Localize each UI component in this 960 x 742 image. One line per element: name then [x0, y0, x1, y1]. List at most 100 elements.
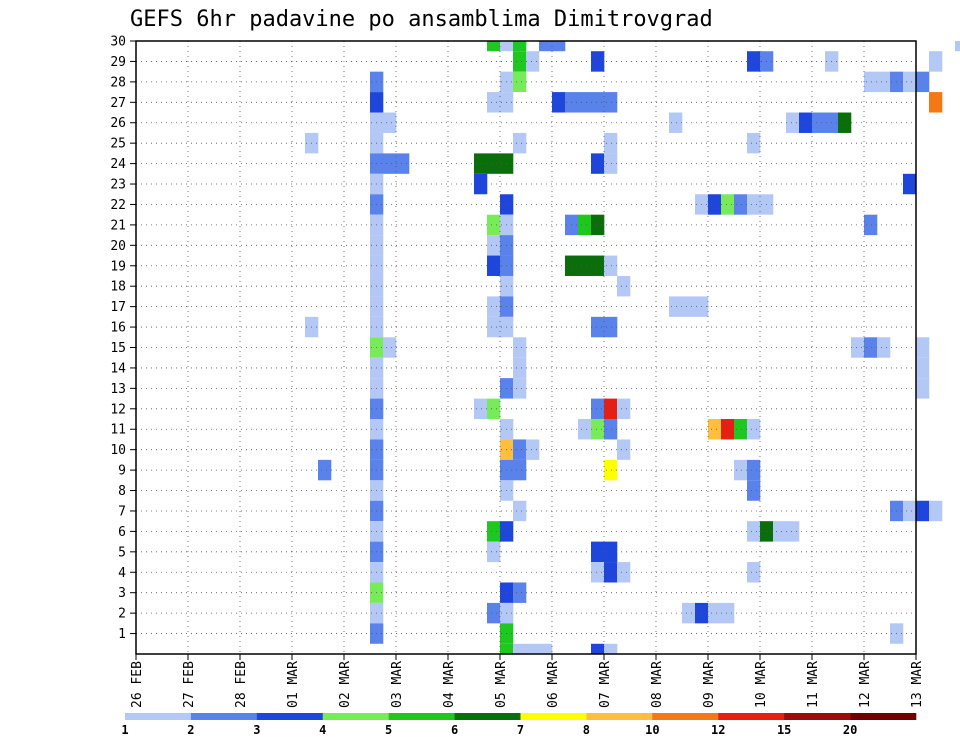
precip-cell [786, 112, 800, 133]
precip-cell [591, 316, 605, 338]
precip-cell [383, 153, 397, 174]
colorbar-swatch [850, 713, 917, 720]
y-tick-label: 8 [118, 484, 126, 499]
colorbar-swatch [190, 713, 258, 720]
precip-cell [916, 378, 930, 399]
precip-cell [734, 194, 748, 215]
y-tick-label: 14 [110, 361, 126, 376]
precip-cell [747, 521, 761, 542]
y-tick-label: 3 [118, 586, 126, 601]
y-tick-label: 22 [110, 198, 126, 213]
precip-cell [513, 459, 527, 481]
precip-cell [604, 132, 618, 154]
y-tick-label: 29 [110, 55, 126, 70]
precip-cell [487, 92, 501, 113]
precip-cell [513, 132, 527, 154]
y-tick-label: 4 [118, 566, 126, 581]
x-tick-label: 10 MAR [754, 661, 769, 708]
y-tick-label: 16 [110, 321, 126, 336]
precip-cell [383, 337, 397, 358]
precip-cell [747, 194, 761, 215]
precip-cell [539, 41, 553, 52]
colorbar-tick-label: 12 [711, 723, 725, 737]
precip-cell [669, 112, 683, 133]
precip-cell [487, 153, 501, 174]
y-tick-label: 30 [110, 35, 126, 50]
precip-cell [604, 316, 618, 338]
colorbar-tick-label: 5 [385, 723, 392, 737]
y-tick-label: 21 [110, 218, 126, 233]
precip-cell [591, 562, 605, 583]
precip-cell [721, 419, 735, 440]
precip-cell [617, 439, 631, 460]
y-tick-label: 18 [110, 280, 126, 295]
x-axis-ticks: 26 FEB 27 FEB 28 FEB 01 MAR 02 MAR 03 MAR 04 M… [130, 654, 925, 708]
precip-cell [669, 296, 683, 317]
precip-cell [487, 214, 501, 236]
precip-cell [747, 51, 761, 72]
precip-cell [396, 153, 410, 174]
precip-cell [487, 398, 501, 420]
y-tick-label: 1 [118, 627, 126, 642]
precip-cell [864, 71, 878, 93]
precip-cell [708, 602, 722, 624]
precip-cell [786, 521, 800, 542]
precip-cell [487, 541, 501, 563]
y-tick-label: 15 [110, 341, 126, 356]
y-tick-label: 10 [110, 443, 126, 458]
x-tick-label: 27 FEB [182, 661, 197, 708]
precip-cell [513, 51, 527, 72]
colorbar-tick-label: 1 [121, 723, 128, 737]
y-tick-label: 5 [118, 545, 126, 560]
precip-cell [604, 92, 618, 113]
precip-cell [903, 173, 917, 195]
x-tick-label: 04 MAR [442, 661, 457, 708]
y-tick-label: 19 [110, 259, 126, 274]
x-tick-label: 13 MAR [910, 661, 925, 708]
precip-cell [578, 419, 592, 440]
colorbar-tick-label: 7 [517, 723, 524, 737]
precip-cell [604, 419, 618, 440]
precip-cell [903, 500, 917, 522]
precip-cell [682, 602, 696, 624]
precip-cell [773, 521, 787, 542]
precip-cell [682, 296, 696, 317]
colorbar-swatch [520, 713, 587, 720]
precip-cell [617, 562, 631, 583]
y-tick-label: 2 [118, 607, 126, 622]
precip-cell [578, 214, 592, 236]
y-tick-label: 25 [110, 137, 126, 152]
x-tick-label: 05 MAR [494, 661, 509, 708]
precip-cell [487, 316, 501, 338]
y-tick-label: 6 [118, 525, 126, 540]
precip-cell [487, 296, 501, 317]
precip-cell [591, 214, 605, 236]
precip-cell [604, 643, 618, 654]
x-tick-label: 01 MAR [286, 661, 301, 708]
y-tick-label: 12 [110, 402, 126, 417]
y-tick-label: 23 [110, 178, 126, 193]
precip-cell [513, 357, 527, 379]
colorbar-tick-label: 20 [843, 723, 857, 737]
precip-cell [747, 459, 761, 481]
precip-cell [838, 112, 852, 133]
precip-cell [708, 194, 722, 215]
chart-title: GEFS 6hr padavine po ansamblima Dimitrov… [130, 7, 713, 32]
x-tick-label: 08 MAR [650, 661, 665, 708]
grid-lines [136, 41, 916, 654]
precip-cell [513, 500, 527, 522]
y-tick-label: 20 [110, 239, 126, 254]
x-tick-label: 11 MAR [806, 661, 821, 708]
y-axis-ticks: 1234567891011121314151617181920212223242… [110, 35, 136, 642]
precip-cell [604, 562, 618, 583]
colorbar-tick-label: 15 [777, 723, 791, 737]
precip-cell [578, 92, 592, 113]
precip-cell [513, 643, 527, 654]
x-tick-label: 12 MAR [858, 661, 873, 708]
precip-cell [591, 419, 605, 440]
heatmap-cells [305, 41, 960, 654]
precip-cell [539, 643, 553, 654]
precip-cell [916, 357, 930, 379]
precip-cell [734, 459, 748, 481]
